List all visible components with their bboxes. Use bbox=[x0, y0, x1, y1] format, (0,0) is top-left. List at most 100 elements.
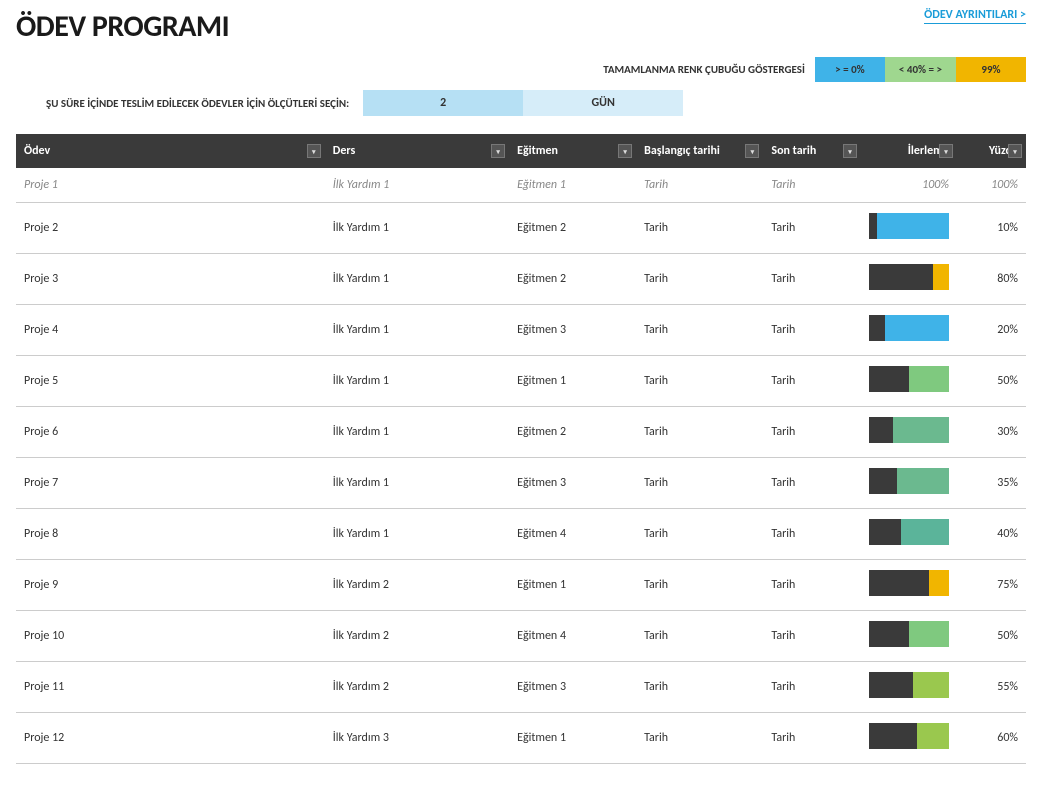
cell-odev: Proje 6 bbox=[16, 407, 325, 458]
cell-ders: İlk Yardım 2 bbox=[325, 611, 509, 662]
filter-dropdown-icon[interactable]: ▾ bbox=[1008, 144, 1022, 158]
cell-baslangic: Tarih bbox=[636, 662, 763, 713]
column-header-baslangic[interactable]: Başlangıç tarihi▾ bbox=[636, 134, 763, 168]
progress-bar bbox=[869, 723, 949, 749]
progress-fill bbox=[869, 723, 917, 749]
filter-dropdown-icon[interactable]: ▾ bbox=[491, 144, 505, 158]
cell-ilerleme bbox=[861, 611, 957, 662]
criteria-label: ŞU SÜRE İÇİNDE TESLİM EDİLECEK ÖDEVLER İ… bbox=[16, 91, 363, 116]
cell-son: Tarih bbox=[763, 662, 861, 713]
cell-ilerleme bbox=[861, 509, 957, 560]
column-header-label: Son tarih bbox=[771, 144, 816, 158]
cell-ilerleme bbox=[861, 713, 957, 764]
criteria-unit-cell[interactable]: GÜN bbox=[523, 90, 683, 116]
cell-son: Tarih bbox=[763, 713, 861, 764]
criteria-value-cell[interactable]: 2 bbox=[363, 90, 523, 116]
cell-odev: Proje 2 bbox=[16, 203, 325, 254]
cell-ders: İlk Yardım 2 bbox=[325, 560, 509, 611]
cell-baslangic: Tarih bbox=[636, 458, 763, 509]
progress-bar bbox=[869, 366, 949, 392]
cell-odev: Proje 11 bbox=[16, 662, 325, 713]
cell-odev: Proje 9 bbox=[16, 560, 325, 611]
cell-egitmen: Eğitmen 1 bbox=[509, 168, 636, 203]
cell-baslangic: Tarih bbox=[636, 560, 763, 611]
cell-yuzde: 10% bbox=[957, 203, 1026, 254]
cell-baslangic: Tarih bbox=[636, 254, 763, 305]
cell-ders: İlk Yardım 1 bbox=[325, 305, 509, 356]
table-row: Proje 4İlk Yardım 1Eğitmen 3TarihTarih20… bbox=[16, 305, 1026, 356]
progress-fill bbox=[869, 213, 877, 239]
cell-ders: İlk Yardım 1 bbox=[325, 407, 509, 458]
cell-odev: Proje 5 bbox=[16, 356, 325, 407]
cell-yuzde: 100% bbox=[957, 168, 1026, 203]
cell-ders: İlk Yardım 1 bbox=[325, 254, 509, 305]
cell-yuzde: 50% bbox=[957, 611, 1026, 662]
cell-yuzde: 50% bbox=[957, 356, 1026, 407]
progress-bar bbox=[869, 570, 949, 596]
cell-egitmen: Eğitmen 2 bbox=[509, 254, 636, 305]
cell-baslangic: Tarih bbox=[636, 407, 763, 458]
cell-ders: İlk Yardım 1 bbox=[325, 168, 509, 203]
progress-fill bbox=[869, 621, 909, 647]
criteria-row: ŞU SÜRE İÇİNDE TESLİM EDİLECEK ÖDEVLER İ… bbox=[16, 90, 1026, 116]
cell-odev: Proje 4 bbox=[16, 305, 325, 356]
filter-dropdown-icon[interactable]: ▾ bbox=[745, 144, 759, 158]
table-row: Proje 11İlk Yardım 2Eğitmen 3TarihTarih5… bbox=[16, 662, 1026, 713]
filter-dropdown-icon[interactable]: ▾ bbox=[939, 144, 953, 158]
cell-odev: Proje 8 bbox=[16, 509, 325, 560]
cell-son: Tarih bbox=[763, 305, 861, 356]
cell-egitmen: Eğitmen 4 bbox=[509, 509, 636, 560]
progress-bar bbox=[869, 468, 949, 494]
column-header-yuzde[interactable]: Yüzde▾ bbox=[957, 134, 1026, 168]
progress-bar bbox=[869, 264, 949, 290]
cell-ders: İlk Yardım 1 bbox=[325, 509, 509, 560]
table-row: Proje 3İlk Yardım 1Eğitmen 2TarihTarih80… bbox=[16, 254, 1026, 305]
progress-bar bbox=[869, 621, 949, 647]
cell-son: Tarih bbox=[763, 203, 861, 254]
column-header-son[interactable]: Son tarih ▾ bbox=[763, 134, 861, 168]
cell-odev: Proje 3 bbox=[16, 254, 325, 305]
progress-bar bbox=[869, 315, 949, 341]
column-header-ilerleme[interactable]: İlerleme▾ bbox=[861, 134, 957, 168]
cell-ilerleme bbox=[861, 356, 957, 407]
table-row: Proje 1İlk Yardım 1Eğitmen 1TarihTarih10… bbox=[16, 168, 1026, 203]
cell-son: Tarih bbox=[763, 356, 861, 407]
progress-fill bbox=[869, 672, 913, 698]
column-header-label: Ders bbox=[333, 144, 356, 158]
legend-label: TAMAMLANMA RENK ÇUBUĞU GÖSTERGESİ bbox=[593, 57, 815, 82]
column-header-label: Ödev bbox=[24, 144, 50, 158]
cell-egitmen: Eğitmen 3 bbox=[509, 458, 636, 509]
cell-yuzde: 40% bbox=[957, 509, 1026, 560]
cell-egitmen: Eğitmen 1 bbox=[509, 713, 636, 764]
cell-egitmen: Eğitmen 3 bbox=[509, 662, 636, 713]
cell-ilerleme bbox=[861, 407, 957, 458]
cell-ilerleme bbox=[861, 662, 957, 713]
cell-yuzde: 55% bbox=[957, 662, 1026, 713]
cell-ders: İlk Yardım 1 bbox=[325, 203, 509, 254]
filter-dropdown-icon[interactable]: ▾ bbox=[843, 144, 857, 158]
progress-bar bbox=[869, 519, 949, 545]
cell-ilerleme bbox=[861, 560, 957, 611]
column-header-odev[interactable]: Ödev ▾ bbox=[16, 134, 325, 168]
cell-baslangic: Tarih bbox=[636, 305, 763, 356]
cell-ders: İlk Yardım 2 bbox=[325, 662, 509, 713]
column-header-ders[interactable]: Ders ▾ bbox=[325, 134, 509, 168]
cell-son: Tarih bbox=[763, 407, 861, 458]
assignments-table: Ödev▾Ders▾Eğitmen▾Başlangıç tarihi▾Son t… bbox=[16, 134, 1026, 764]
legend-cell-1: < 40% = > bbox=[885, 57, 956, 82]
cell-ilerleme bbox=[861, 254, 957, 305]
cell-yuzde: 35% bbox=[957, 458, 1026, 509]
column-header-egitmen[interactable]: Eğitmen▾ bbox=[509, 134, 636, 168]
legend-cell-0: > = 0% bbox=[815, 57, 885, 82]
details-link[interactable]: ÖDEV AYRINTILARI > bbox=[924, 8, 1026, 24]
filter-dropdown-icon[interactable]: ▾ bbox=[618, 144, 632, 158]
cell-ders: İlk Yardım 3 bbox=[325, 713, 509, 764]
cell-baslangic: Tarih bbox=[636, 611, 763, 662]
table-row: Proje 10İlk Yardım 2Eğitmen 4TarihTarih5… bbox=[16, 611, 1026, 662]
cell-odev: Proje 1 bbox=[16, 168, 325, 203]
cell-ilerleme bbox=[861, 305, 957, 356]
cell-yuzde: 75% bbox=[957, 560, 1026, 611]
filter-dropdown-icon[interactable]: ▾ bbox=[307, 144, 321, 158]
cell-odev: Proje 10 bbox=[16, 611, 325, 662]
progress-text: 100% bbox=[922, 178, 949, 192]
